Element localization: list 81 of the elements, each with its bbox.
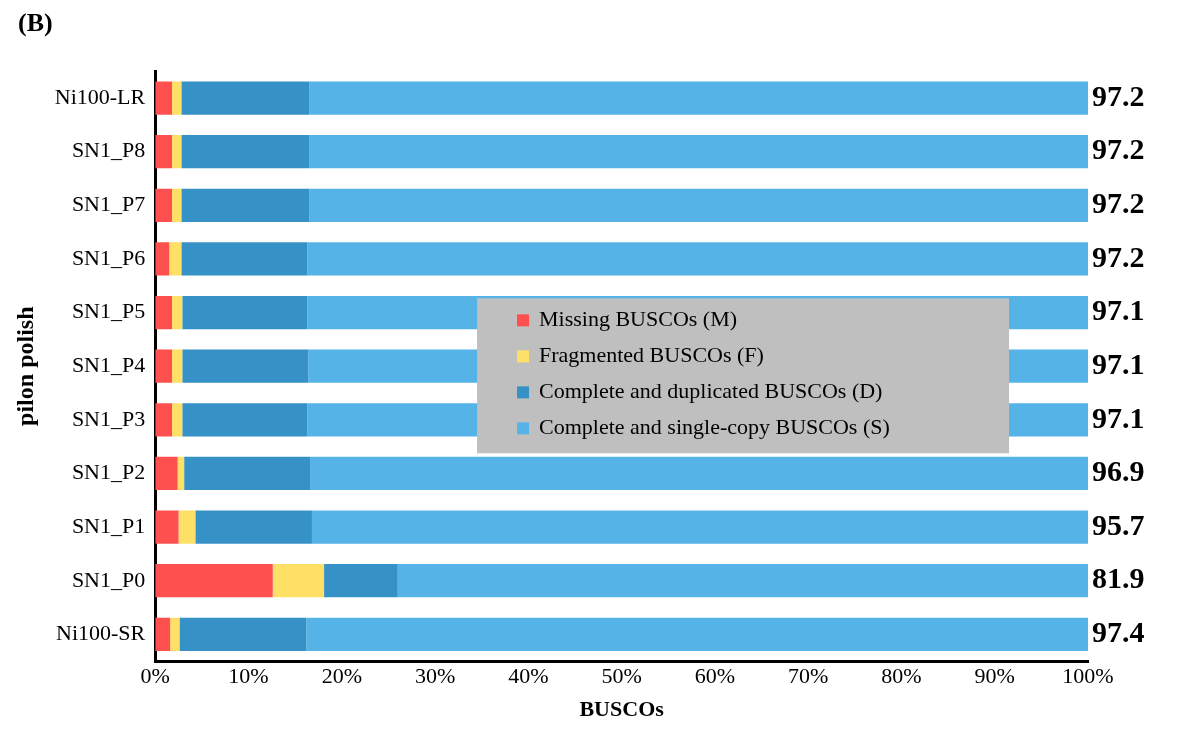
y-tick-label: SN1_P3 [71,405,146,431]
text: 97.2 [1092,78,1145,112]
y-tick-label: SN1_P8 [71,137,146,163]
bar [155,242,170,276]
bar [155,617,171,652]
text: 97.1 [1092,400,1145,434]
bar [169,242,182,276]
text: 97.2 [1092,186,1145,220]
y-tick-label: Ni100-LR [54,83,146,109]
x-tick-label: 50% [601,663,642,689]
bar [182,349,309,383]
bar [195,510,312,544]
bar [172,295,183,330]
bar [155,349,173,383]
bar [172,188,182,222]
bar [184,456,311,491]
bar [310,456,1088,491]
bar [155,81,173,115]
bar [397,564,1088,598]
y-tick-label: SN1_P0 [71,566,146,592]
bar [181,242,308,276]
y-tick-label: SN1_P4 [71,351,146,377]
bar [155,510,179,544]
bar [182,403,308,437]
legend-label: Fragmented BUSCOs (F) [539,342,764,368]
x-tick-label: 80% [881,663,922,689]
bar [181,188,310,222]
text: 97.1 [1092,293,1145,327]
text: 95.7 [1092,507,1145,541]
y-tick-label: SN1_P5 [71,298,146,324]
x-axis-title: BUSCOs [579,696,665,722]
text: 97.2 [1092,132,1145,166]
bar [179,617,307,652]
text: 97.2 [1092,239,1145,273]
x-tick-label: 40% [508,663,549,689]
y-tick-label: SN1_P1 [71,512,146,538]
x-tick-label: 20% [321,663,362,689]
legend-label: Complete and single-copy BUSCOs (S) [539,414,890,440]
text: 81.9 [1092,561,1145,595]
bar [155,188,173,222]
bar [172,403,183,437]
bar [311,510,1088,544]
bar [177,456,185,491]
bar [182,295,308,330]
x-tick-label: 30% [414,663,456,689]
bar [309,188,1088,222]
bar [181,135,310,169]
bar [155,564,273,598]
legend-label: Complete and duplicated BUSCOs (D) [539,378,883,404]
text: (B) [17,8,54,39]
bar [172,81,182,115]
bar [155,456,178,491]
bar [155,135,173,169]
bar [181,81,310,115]
bar [172,135,182,169]
x-tick-label: 90% [974,663,1015,689]
bar [155,403,173,437]
x-tick-label: 0% [140,663,170,689]
y-tick-label: SN1_P2 [71,459,146,485]
x-tick-label: 10% [228,663,269,689]
y-tick-label: SN1_P7 [71,191,146,217]
bar [172,349,183,383]
bar [309,81,1088,115]
y-axis-title: pilon polish [11,306,38,426]
bar [178,510,196,544]
x-tick-label: 60% [694,663,736,689]
bar [307,242,1088,276]
y-tick-label: SN1_P6 [71,244,146,270]
text: 97.4 [1092,615,1145,649]
bar [309,135,1088,169]
bar [306,617,1088,652]
bar [272,564,325,598]
bar [155,295,173,330]
bar [324,564,398,598]
y-tick-label: Ni100-SR [55,620,146,646]
text: 96.9 [1092,454,1145,488]
x-tick-label: 70% [788,663,829,689]
legend-label: Missing BUSCOs (M) [539,306,738,332]
text: 97.1 [1092,346,1145,380]
bar [170,617,180,652]
x-tick-label: 100% [1062,663,1114,689]
